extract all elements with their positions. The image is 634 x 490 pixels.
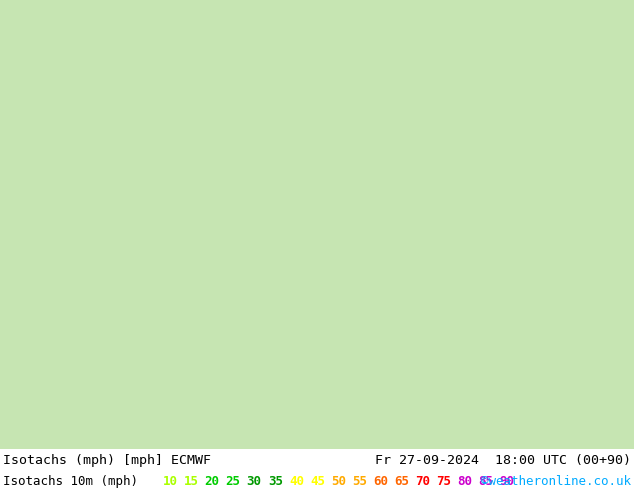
- Text: 80: 80: [458, 474, 472, 488]
- Text: ©weatheronline.co.uk: ©weatheronline.co.uk: [481, 474, 631, 488]
- Text: 45: 45: [310, 474, 325, 488]
- Text: 50: 50: [331, 474, 346, 488]
- Text: 90: 90: [500, 474, 515, 488]
- Text: 70: 70: [415, 474, 430, 488]
- Text: Isotachs 10m (mph): Isotachs 10m (mph): [3, 474, 138, 488]
- Text: 25: 25: [226, 474, 241, 488]
- Text: 85: 85: [479, 474, 494, 488]
- Text: 15: 15: [183, 474, 198, 488]
- Text: 65: 65: [394, 474, 410, 488]
- Text: 20: 20: [205, 474, 219, 488]
- Text: 40: 40: [289, 474, 304, 488]
- Text: Fr 27-09-2024  18:00 UTC (00+90): Fr 27-09-2024 18:00 UTC (00+90): [375, 454, 631, 467]
- Text: 55: 55: [352, 474, 367, 488]
- Text: 60: 60: [373, 474, 388, 488]
- Text: Isotachs (mph) [mph] ECMWF: Isotachs (mph) [mph] ECMWF: [3, 454, 211, 467]
- Text: 30: 30: [247, 474, 262, 488]
- Text: 10: 10: [162, 474, 178, 488]
- Text: 35: 35: [268, 474, 283, 488]
- Text: 75: 75: [436, 474, 451, 488]
